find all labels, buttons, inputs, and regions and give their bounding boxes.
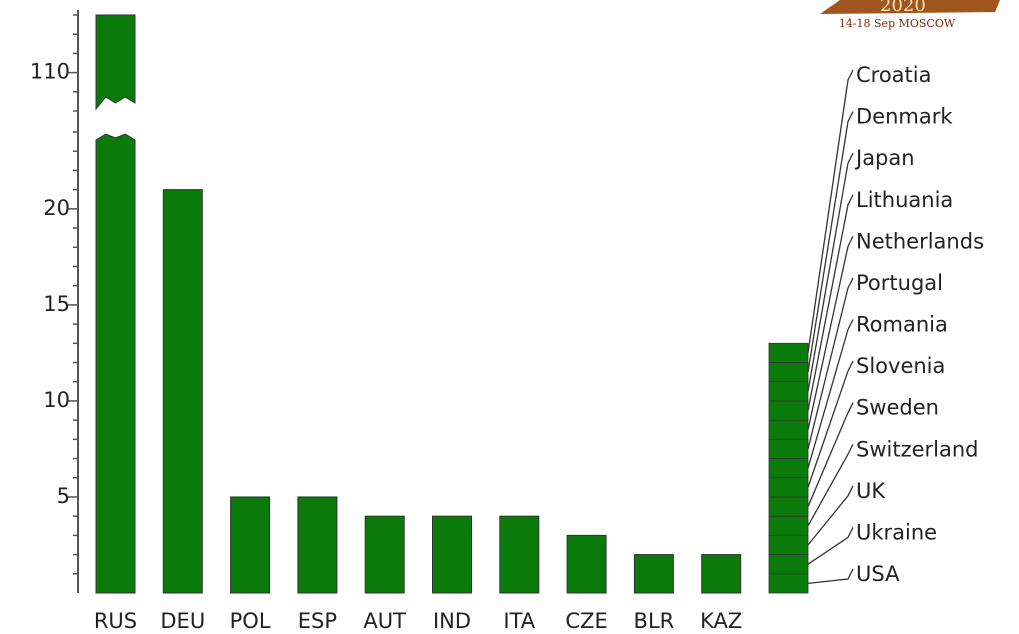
stack-segment xyxy=(768,515,809,536)
stack-label: Japan xyxy=(854,146,915,170)
x-tick-label: IND xyxy=(433,609,471,633)
bar xyxy=(162,189,203,594)
y-tick-label: 20 xyxy=(43,196,70,220)
logo-text: 14-18 Sep MOSCOW xyxy=(839,17,956,30)
leader-line xyxy=(807,360,854,488)
logo-year: 2020 xyxy=(880,0,926,16)
stack-label: Netherlands xyxy=(856,229,984,253)
stack-segment xyxy=(768,381,809,402)
leader-line xyxy=(807,152,854,392)
x-tick-label: BLR xyxy=(634,609,675,633)
bar xyxy=(701,554,742,594)
leader-line xyxy=(807,485,854,546)
x-tick-label: RUS xyxy=(94,609,137,633)
stack-segment xyxy=(768,438,809,459)
leader-line xyxy=(807,277,854,450)
stack-segment xyxy=(768,458,809,479)
leader-line xyxy=(807,111,854,373)
leader-line xyxy=(807,443,854,527)
y-tick-label: 5 xyxy=(57,484,70,508)
bar xyxy=(432,515,472,594)
bar xyxy=(566,534,607,594)
leader-line xyxy=(807,194,854,411)
y-tick-label: 10 xyxy=(43,388,70,412)
x-tick-label: ESP xyxy=(298,609,337,633)
x-tick-label: AUT xyxy=(363,609,406,633)
stack-label: Croatia xyxy=(856,63,932,87)
stack-segment xyxy=(768,573,809,594)
x-tick-label: POL xyxy=(230,609,271,633)
logo-shape xyxy=(820,0,1000,14)
stack-segment xyxy=(768,400,809,421)
stack-segment xyxy=(768,477,809,498)
stack-label: Denmark xyxy=(856,105,953,129)
stack-segment xyxy=(768,419,809,440)
stack-label: Ukraine xyxy=(856,520,937,544)
stack-label: Portugal xyxy=(856,271,943,295)
stack-label: UK xyxy=(856,479,886,503)
y-tick-label: 110 xyxy=(30,60,70,84)
bar xyxy=(633,554,674,594)
bar xyxy=(297,496,338,594)
x-tick-label: KAZ xyxy=(700,609,742,633)
leader-line xyxy=(807,69,854,353)
x-tick-label: ITA xyxy=(503,609,535,633)
bar-lower xyxy=(95,133,136,594)
leader-line xyxy=(807,527,854,565)
stack-segment xyxy=(768,496,809,517)
stack-label: Lithuania xyxy=(856,188,953,212)
stack-segment xyxy=(768,554,809,575)
leader-line xyxy=(807,568,854,585)
logo: 2020 14-18 Sep MOSCOW xyxy=(820,0,1000,30)
bar xyxy=(499,515,540,594)
stack-segment xyxy=(768,342,809,363)
bar xyxy=(364,515,405,594)
stack-label: USA xyxy=(856,562,900,586)
x-tick-label: DEU xyxy=(160,609,205,633)
leader-line xyxy=(807,402,854,507)
stack-segment xyxy=(768,362,809,383)
stack-segment xyxy=(768,534,809,555)
y-tick-label: 15 xyxy=(43,292,70,316)
leader-line xyxy=(807,236,854,430)
bar xyxy=(230,496,271,594)
stack-label: Romania xyxy=(856,313,948,337)
x-tick-label: CZE xyxy=(565,609,607,633)
stack-label: Slovenia xyxy=(856,354,945,378)
stack-label: Switzerland xyxy=(856,437,979,461)
leader-line xyxy=(807,319,854,469)
bar-upper xyxy=(95,14,136,111)
stack-label: Sweden xyxy=(856,396,939,420)
